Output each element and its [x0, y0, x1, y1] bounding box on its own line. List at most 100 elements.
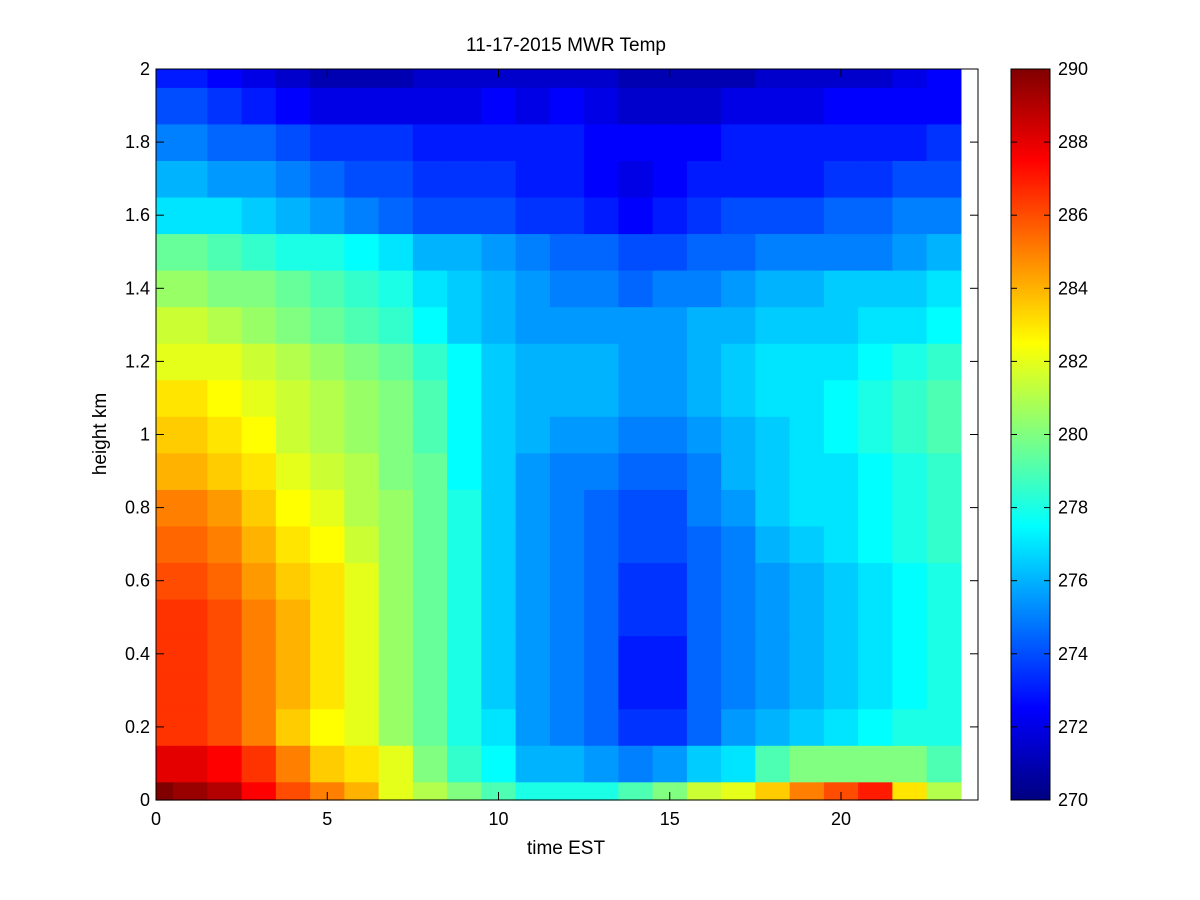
- y-tick-label: 1: [140, 425, 150, 445]
- heatmap-cell: [378, 379, 414, 417]
- heatmap-cell: [686, 672, 722, 710]
- heatmap-cell: [686, 489, 722, 527]
- heatmap-cell: [858, 525, 893, 564]
- heatmap-cell: [447, 452, 482, 490]
- heatmap-cell: [652, 562, 688, 600]
- heatmap-cell: [515, 635, 551, 673]
- heatmap-cell: [823, 745, 859, 783]
- heatmap-cell: [412, 489, 448, 527]
- y-tick-label: 2: [140, 59, 150, 79]
- heatmap-cell: [412, 379, 448, 417]
- heatmap-cell: [823, 233, 859, 271]
- heatmap-cell: [652, 196, 688, 235]
- heatmap-cell: [241, 708, 277, 746]
- heatmap-cell: [241, 416, 277, 454]
- heatmap-cell: [858, 379, 893, 417]
- heatmap-cell: [686, 160, 722, 198]
- heatmap-cell: [926, 562, 962, 600]
- heatmap-cell: [241, 306, 277, 344]
- heatmap-cell: [584, 708, 619, 746]
- heatmap-cell: [721, 270, 756, 308]
- heatmap-cell: [207, 745, 243, 783]
- heatmap-cell: [892, 379, 928, 417]
- heatmap-cell: [584, 69, 619, 88]
- heatmap-cell: [858, 562, 893, 600]
- heatmap-cell: [481, 525, 517, 564]
- heatmap-cell: [858, 452, 893, 490]
- heatmap-cell: [412, 598, 448, 637]
- heatmap-cell: [275, 416, 311, 454]
- heatmap-cell: [652, 123, 688, 161]
- heatmap-cell: [926, 270, 962, 308]
- heatmap-cell: [515, 525, 551, 564]
- heatmap-cell: [447, 379, 482, 417]
- heatmap-cell: [275, 672, 311, 710]
- heatmap-cell: [412, 160, 448, 198]
- heatmap-cell: [789, 489, 825, 527]
- heatmap-cell: [858, 306, 893, 344]
- heatmap-cell: [892, 562, 928, 600]
- heatmap-cell: [755, 233, 791, 271]
- heatmap-cell: [156, 562, 174, 600]
- heatmap-cell: [173, 635, 208, 673]
- heatmap-cell: [686, 598, 722, 637]
- heatmap-cell: [755, 525, 791, 564]
- heatmap-cell: [755, 745, 791, 783]
- heatmap-cell: [241, 343, 277, 381]
- heatmap-cell: [549, 160, 585, 198]
- heatmap-cell: [173, 306, 208, 344]
- heatmap-cell: [823, 343, 859, 381]
- heatmap-cell: [173, 379, 208, 417]
- heatmap-cell: [584, 452, 619, 490]
- heatmap-cell: [275, 196, 311, 235]
- heatmap-cell: [156, 379, 174, 417]
- heatmap-cell: [618, 233, 654, 271]
- colorbar-tick-label: 286: [1058, 205, 1088, 225]
- heatmap-cell: [447, 489, 482, 527]
- heatmap-cell: [686, 306, 722, 344]
- heatmap-cell: [173, 598, 208, 637]
- heatmap-cell: [310, 343, 345, 381]
- heatmap-cell: [275, 123, 311, 161]
- heatmap-cell: [584, 525, 619, 564]
- heatmap-cell: [207, 160, 243, 198]
- heatmap-cell: [686, 708, 722, 746]
- heatmap-cell: [310, 123, 345, 161]
- heatmap-cell: [926, 343, 962, 381]
- heatmap-cell: [584, 87, 619, 125]
- heatmap-cell: [207, 781, 243, 801]
- heatmap-cell: [275, 379, 311, 417]
- heatmap-cell: [721, 525, 756, 564]
- heatmap-cell: [618, 87, 654, 125]
- heatmap-cell: [584, 562, 619, 600]
- colorbar-gradient: [1011, 69, 1050, 800]
- heatmap-cell: [207, 489, 243, 527]
- x-tick-label: 15: [660, 809, 680, 829]
- y-tick-label: 0.6: [125, 571, 150, 591]
- heatmap-cell: [892, 416, 928, 454]
- heatmap-cell: [515, 745, 551, 783]
- heatmap-cell: [926, 123, 962, 161]
- heatmap-cell: [241, 123, 277, 161]
- heatmap-cell: [618, 562, 654, 600]
- heatmap-cell: [344, 343, 380, 381]
- heatmap-cell: [515, 160, 551, 198]
- heatmap-cell: [378, 781, 414, 801]
- heatmap-cell: [755, 672, 791, 710]
- heatmap-cell: [241, 87, 277, 125]
- heatmap-cell: [378, 87, 414, 125]
- heatmap-cell: [378, 598, 414, 637]
- heatmap-cell: [481, 379, 517, 417]
- heatmap-cell: [755, 562, 791, 600]
- heatmap-cell: [789, 672, 825, 710]
- heatmap-cell: [892, 306, 928, 344]
- heatmap-cell: [310, 635, 345, 673]
- heatmap-cell: [618, 196, 654, 235]
- heatmap-cell: [892, 270, 928, 308]
- heatmap-cell: [721, 708, 756, 746]
- heatmap-cell: [412, 672, 448, 710]
- heatmap-cell: [926, 196, 962, 235]
- heatmap-cell: [823, 87, 859, 125]
- heatmap-cell: [549, 87, 585, 125]
- heatmap-cell: [344, 270, 380, 308]
